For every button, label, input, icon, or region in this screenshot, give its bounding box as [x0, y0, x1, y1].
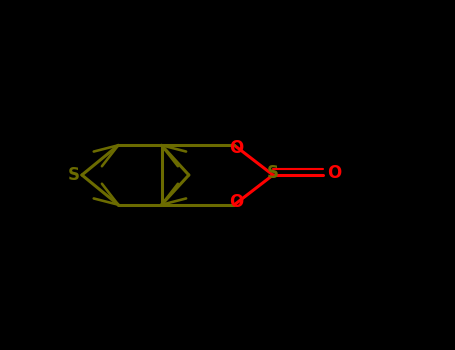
Text: S: S [267, 164, 279, 182]
Text: S: S [68, 166, 80, 184]
Text: O: O [229, 139, 244, 157]
Text: O: O [327, 164, 342, 182]
Text: O: O [229, 193, 244, 211]
